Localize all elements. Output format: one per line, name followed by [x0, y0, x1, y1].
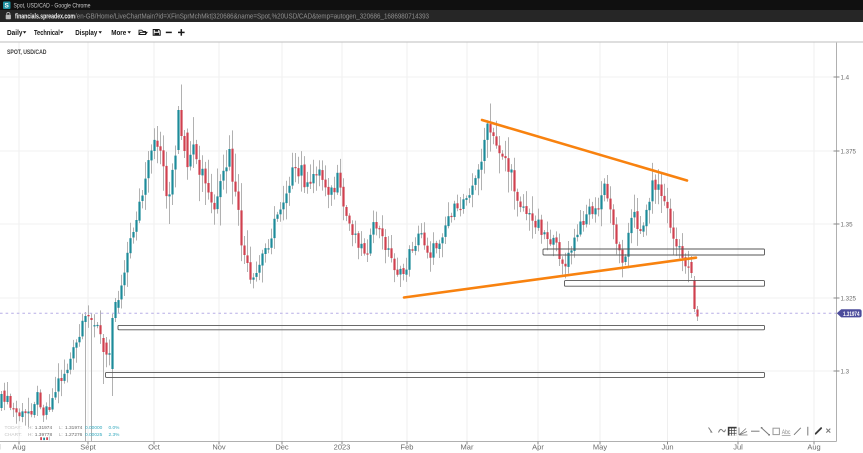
svg-text:1.35: 1.35 — [841, 222, 854, 229]
svg-text:Feb: Feb — [401, 443, 414, 452]
svg-text:1.325: 1.325 — [841, 296, 857, 303]
svg-text:Dec: Dec — [275, 443, 289, 452]
svg-text:Mar: Mar — [461, 443, 474, 452]
svg-text:0.0%: 0.0% — [109, 425, 121, 431]
svg-text:Spot, USD/CAD - Google Chrome: Spot, USD/CAD - Google Chrome — [14, 3, 91, 10]
svg-text:May: May — [593, 443, 607, 452]
svg-text:1.3: 1.3 — [841, 369, 850, 376]
svg-text:0.00000: 0.00000 — [85, 425, 103, 431]
svg-text:Nov: Nov — [212, 443, 226, 452]
svg-text:1.27276: 1.27276 — [65, 432, 83, 438]
svg-text:CHART:: CHART: — [5, 432, 22, 438]
svg-text:TODAY:: TODAY: — [5, 425, 22, 431]
svg-text:More: More — [111, 28, 126, 37]
svg-text:1.31974: 1.31974 — [65, 425, 83, 431]
svg-text:Technical: Technical — [34, 28, 60, 37]
svg-text:Apr: Apr — [532, 443, 544, 452]
svg-text:Sept: Sept — [80, 443, 96, 452]
svg-text:Abc: Abc — [782, 430, 791, 436]
svg-text:1.31974: 1.31974 — [35, 425, 53, 431]
svg-text:Jun: Jun — [661, 443, 673, 452]
svg-text:2023: 2023 — [334, 443, 351, 452]
svg-text:1.375: 1.375 — [841, 149, 857, 156]
svg-text:S: S — [5, 3, 10, 10]
svg-text:L:: L: — [59, 425, 63, 431]
svg-text:financials.spreadex.com: financials.spreadex.com — [15, 14, 75, 21]
svg-text:H:: H: — [28, 432, 33, 438]
svg-text:0.00025: 0.00025 — [85, 432, 103, 438]
svg-text:Daily: Daily — [7, 28, 23, 37]
svg-text:Display: Display — [75, 28, 98, 37]
svg-text:/en-GB/Home/LiveChartMain?id=X: /en-GB/Home/LiveChartMain?id=XFinSprMchM… — [75, 14, 429, 21]
svg-text:1.4: 1.4 — [841, 75, 850, 82]
svg-text:Oct: Oct — [148, 443, 161, 452]
svg-text:2.3%: 2.3% — [109, 432, 121, 438]
svg-text:1.39778: 1.39778 — [35, 432, 53, 438]
svg-text:Aug: Aug — [807, 443, 820, 452]
svg-text:1.31974: 1.31974 — [843, 311, 860, 318]
svg-text:L:: L: — [59, 432, 63, 438]
svg-text:l: l — [0, 443, 1, 452]
svg-text:SPOT, USD/CAD: SPOT, USD/CAD — [7, 49, 47, 56]
svg-text:Jul: Jul — [733, 443, 743, 452]
svg-text:H:: H: — [28, 425, 33, 431]
svg-text:Aug: Aug — [12, 443, 25, 452]
